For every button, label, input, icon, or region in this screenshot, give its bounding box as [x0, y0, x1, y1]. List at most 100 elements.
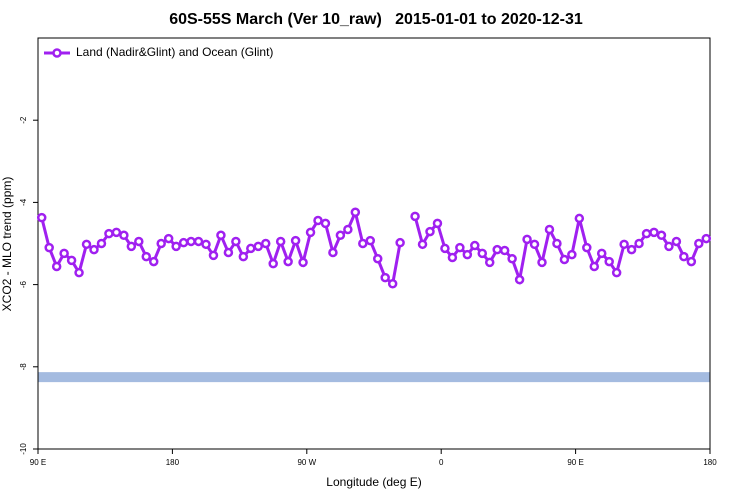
- data-point: [104, 228, 114, 239]
- data-point: [380, 272, 390, 283]
- data-point: [36, 212, 47, 223]
- data-point: [634, 238, 644, 249]
- data-point: [484, 257, 495, 268]
- data-point: [59, 248, 69, 259]
- data-point: [641, 228, 652, 239]
- data-point: [372, 253, 383, 264]
- x-tick-label: 90 W: [297, 458, 316, 467]
- data-point: [156, 238, 166, 249]
- data-point: [559, 254, 570, 265]
- data-point: [216, 230, 226, 241]
- data-point: [350, 207, 361, 218]
- data-point: [574, 213, 585, 224]
- data-point: [193, 236, 204, 247]
- data-point: [260, 238, 271, 249]
- plot-frame: [37, 37, 711, 450]
- data-point: [231, 236, 241, 247]
- y-axis-label: XCO2 - MLO trend (ppm): [0, 177, 14, 312]
- data-point: [492, 244, 502, 255]
- data-point: [552, 238, 562, 249]
- x-tick-label: 90 E: [30, 458, 46, 467]
- data-point: [686, 256, 697, 267]
- y-tick-label: -2: [19, 116, 28, 124]
- data-point: [477, 248, 488, 259]
- data-point: [119, 230, 129, 241]
- y-tick-label: -4: [19, 198, 28, 206]
- data-point: [96, 238, 107, 249]
- x-tick-label: 180: [703, 458, 717, 467]
- data-point: [305, 227, 316, 238]
- data-point: [649, 227, 659, 238]
- data-point: [134, 236, 144, 247]
- data-point: [462, 249, 473, 260]
- data-point: [589, 261, 600, 272]
- data-point: [417, 239, 428, 250]
- data-point: [626, 244, 637, 255]
- data-point: [275, 236, 286, 247]
- data-point: [611, 267, 622, 278]
- data-point: [44, 242, 54, 253]
- data-point: [522, 234, 532, 245]
- data-point: [81, 239, 92, 250]
- data-point: [470, 240, 480, 251]
- data-point: [298, 257, 308, 268]
- data-point: [447, 252, 458, 263]
- data-point: [365, 235, 376, 246]
- chart-title: 60S-55S March (Ver 10_raw) 2015-01-01 to…: [169, 11, 583, 28]
- data-point: [544, 224, 555, 235]
- data-point: [186, 236, 196, 247]
- legend-label: Land (Nadir&Glint) and Ocean (Glint): [76, 45, 273, 59]
- data-point: [320, 218, 331, 229]
- data-point: [283, 256, 293, 267]
- data-point: [111, 227, 122, 238]
- data-point: [440, 243, 450, 254]
- data-point: [208, 250, 219, 261]
- y-tick-label: -10: [19, 443, 28, 455]
- data-point: [529, 239, 540, 250]
- data-point: [89, 244, 99, 255]
- data-point: [671, 236, 682, 247]
- data-point: [694, 238, 704, 249]
- data-point: [66, 255, 77, 266]
- data-point: [171, 241, 181, 252]
- data-point: [596, 248, 607, 259]
- data-point: [246, 243, 256, 254]
- data-point: [126, 241, 137, 252]
- data-point: [343, 224, 353, 235]
- data-point: [395, 237, 405, 248]
- data-point: [432, 218, 443, 229]
- data-point: [656, 230, 667, 241]
- data-point: [514, 274, 525, 285]
- data-point: [141, 251, 152, 262]
- data-point: [387, 279, 398, 289]
- data-point: [425, 226, 435, 237]
- data-point: [290, 235, 301, 246]
- x-tick-label: 180: [166, 458, 180, 467]
- y-tick-label: -6: [19, 280, 28, 288]
- data-point: [74, 267, 84, 278]
- data-point: [223, 247, 234, 258]
- data-point: [582, 242, 592, 253]
- data-point: [313, 215, 323, 226]
- data-point: [567, 249, 577, 260]
- data-point: [537, 257, 547, 268]
- data-point: [178, 237, 189, 248]
- x-tick-label: 0: [439, 458, 444, 467]
- data-point: [664, 241, 674, 252]
- data-point: [455, 242, 465, 253]
- data-point: [328, 247, 338, 258]
- data-point: [499, 245, 510, 256]
- data-point: [358, 238, 368, 249]
- data-point: [163, 233, 174, 244]
- data-point: [335, 230, 346, 241]
- data-point: [507, 253, 517, 264]
- data-point: [253, 241, 264, 252]
- data-point: [238, 251, 249, 262]
- data-point: [148, 256, 159, 267]
- data-point: [604, 256, 614, 267]
- data-point: [51, 261, 62, 272]
- data-point: [701, 233, 712, 244]
- data-point: [679, 251, 689, 262]
- y-tick-label: -8: [19, 363, 28, 371]
